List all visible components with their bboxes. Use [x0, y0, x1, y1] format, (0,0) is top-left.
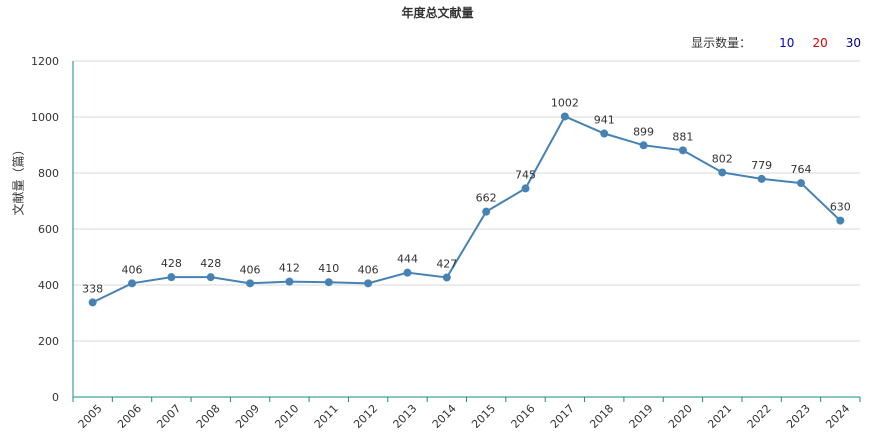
x-tick-label: 2018	[587, 402, 616, 431]
x-tick-label: 2007	[154, 402, 183, 431]
data-label: 444	[397, 253, 418, 266]
y-tick-label: 1000	[31, 111, 59, 124]
data-label: 1002	[551, 96, 579, 109]
display-count-label: 显示数量：	[691, 36, 752, 50]
data-point	[757, 174, 766, 183]
data-label: 406	[358, 263, 379, 276]
data-label: 412	[279, 262, 300, 275]
data-point	[836, 216, 845, 225]
data-label: 802	[712, 152, 733, 165]
display-count-10[interactable]: 10	[779, 35, 795, 50]
x-tick-label: 2012	[351, 402, 380, 431]
data-label: 406	[122, 263, 143, 276]
data-point	[796, 179, 805, 188]
data-label: 428	[161, 257, 182, 270]
x-tick-label: 2021	[705, 402, 734, 431]
series-line	[92, 115, 842, 304]
data-point	[285, 277, 294, 286]
data-label: 338	[82, 282, 103, 295]
y-tick-label: 400	[38, 279, 59, 292]
data-point	[442, 273, 451, 282]
x-tick-label: 2023	[784, 402, 813, 431]
data-label: 427	[436, 257, 457, 270]
data-label: 941	[594, 114, 615, 127]
x-tick-label: 2020	[666, 402, 695, 431]
y-tick-label: 600	[38, 223, 59, 236]
x-tick-label: 2017	[548, 402, 577, 431]
x-tick-label: 2011	[312, 402, 341, 431]
data-label: 764	[790, 163, 811, 176]
data-label: 779	[751, 159, 772, 172]
data-label: 881	[672, 130, 693, 143]
display-count-30[interactable]: 30	[845, 35, 861, 50]
data-point	[560, 112, 569, 121]
data-point	[167, 273, 176, 282]
data-point	[718, 168, 727, 177]
y-tick-label: 200	[38, 335, 59, 348]
data-point	[600, 129, 609, 138]
data-label: 410	[318, 262, 339, 275]
y-tick-label: 800	[38, 167, 59, 180]
data-point	[639, 141, 648, 150]
data-point	[88, 298, 97, 307]
data-label: 630	[830, 201, 851, 214]
data-label: 428	[200, 257, 221, 270]
display-count-20[interactable]: 20	[812, 35, 828, 50]
x-tick-label: 2008	[194, 402, 223, 431]
x-tick-label: 2010	[272, 402, 301, 431]
x-tick-label: 2015	[469, 402, 498, 431]
x-tick-label: 2006	[115, 402, 144, 431]
x-tick-label: 2024	[823, 402, 852, 431]
x-tick-label: 2016	[509, 402, 538, 431]
data-label: 406	[240, 263, 261, 276]
x-tick-label: 2019	[627, 402, 656, 431]
data-point	[206, 273, 215, 282]
data-point	[403, 268, 412, 277]
y-tick-label: 1200	[31, 55, 59, 68]
data-point	[364, 279, 373, 288]
y-tick-label: 0	[52, 391, 59, 404]
x-tick-label: 2022	[745, 402, 774, 431]
x-tick-label: 2009	[233, 402, 262, 431]
x-tick-label: 2005	[76, 402, 105, 431]
data-point	[678, 146, 687, 155]
x-tick-label: 2013	[391, 402, 420, 431]
data-label: 662	[476, 192, 497, 205]
display-count-control: 显示数量： 10 20 30	[691, 34, 861, 51]
data-point	[324, 278, 333, 287]
data-point	[128, 279, 137, 288]
data-point	[482, 207, 491, 216]
chart-title: 年度总文献量	[401, 6, 474, 20]
data-point	[246, 279, 255, 288]
data-point	[521, 184, 530, 193]
data-label: 899	[633, 125, 654, 138]
x-tick-label: 2014	[430, 402, 459, 431]
data-label: 745	[515, 168, 536, 181]
